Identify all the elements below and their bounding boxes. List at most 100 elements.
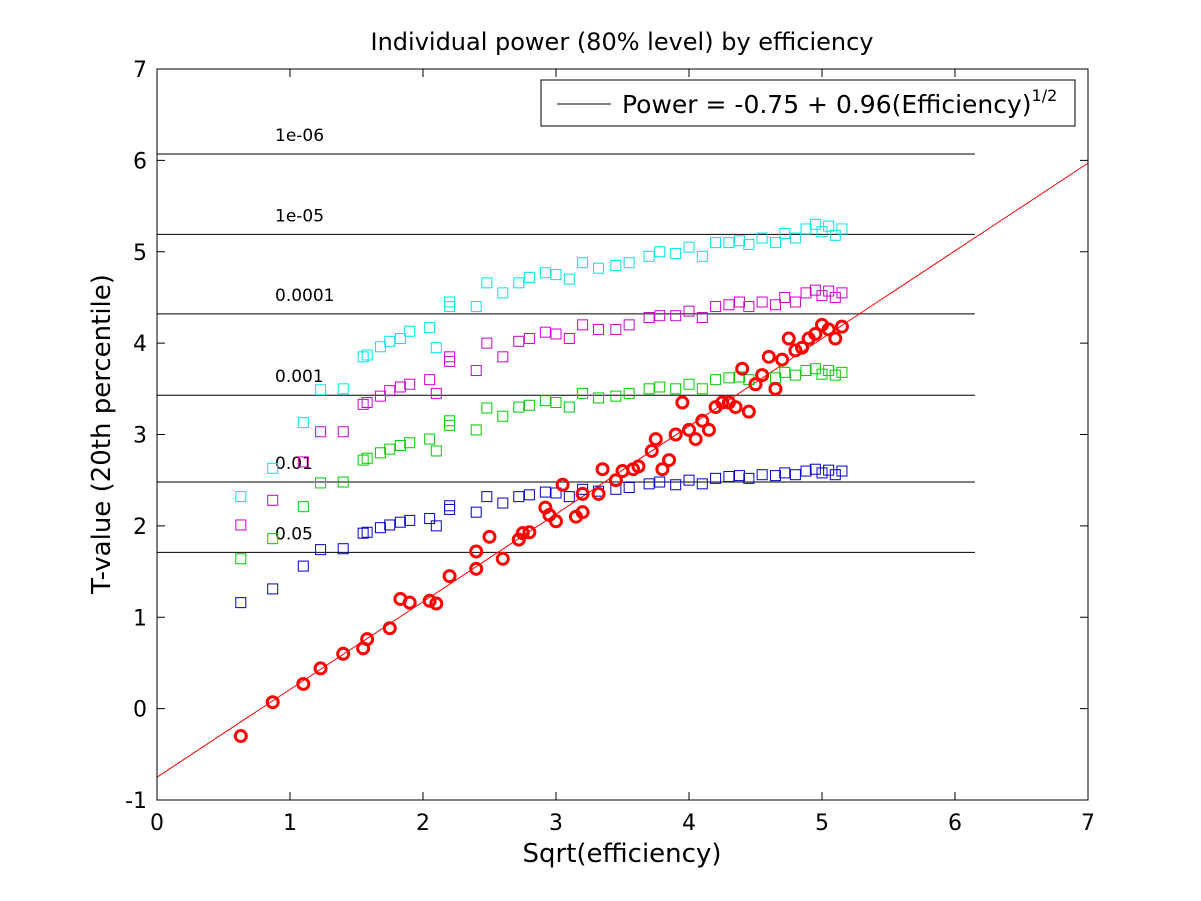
data-point [361,397,373,409]
legend-label: Power = -0.75 + 0.96(Efficiency)1/2 [622,86,1057,119]
x-axis-label: Sqrt(efficiency) [523,839,722,869]
data-point [315,384,327,396]
data-point [513,335,525,347]
fit-line [156,162,1089,778]
data-point [610,323,622,335]
data-point [610,259,622,271]
data-point [683,241,695,253]
x-tick-label: 6 [948,811,962,836]
threshold-label: 1e-05 [275,206,324,226]
data-point [337,426,349,438]
data-point [469,561,484,576]
y-axis-label: T-value (20th percentile) [87,274,117,595]
data-point [235,553,247,565]
data-point [710,237,722,249]
x-tick-label: 2 [416,811,430,836]
data-point [789,369,801,381]
data-point [623,387,635,399]
data-point [675,395,690,410]
data-point [781,331,796,346]
data-point [623,257,635,269]
data-point [728,400,743,415]
y-tick-label: 6 [133,149,147,174]
data-point [384,335,396,347]
chart-title: Individual power (80% level) by efficien… [371,28,874,56]
data-point [654,381,666,393]
data-point [836,366,848,378]
data-point [593,323,605,335]
data-point [563,333,575,345]
data-point [670,479,682,491]
data-point [336,646,351,661]
data-point [233,729,248,744]
data-point [623,319,635,331]
data-point [654,246,666,258]
data-point [481,491,493,503]
data-point [577,257,589,269]
data-point [710,301,722,313]
data-point [779,467,791,479]
threshold-label: 0.01 [275,454,313,474]
y-tick-label: 4 [133,332,147,357]
data-point [444,503,456,515]
data-point [296,676,311,691]
data-point [523,271,535,283]
data-point [670,310,682,322]
y-tick-label: 3 [133,424,147,449]
data-point [523,489,535,501]
y-tick-label: 2 [133,515,147,540]
data-point [539,395,551,407]
data-point [402,595,417,610]
data-point [769,299,781,311]
data-series [233,218,849,744]
data-point [374,522,386,534]
data-point [563,273,575,285]
data-point [761,349,776,364]
data-point [836,465,848,477]
data-point [444,419,456,431]
data-point [696,478,708,490]
data-point [809,218,821,230]
data-point [497,497,509,509]
data-point [696,250,708,262]
data-point [267,462,279,474]
data-point [743,472,755,484]
threshold-label: 1e-06 [275,126,324,146]
data-point [701,422,716,437]
data-point [715,395,730,410]
data-point [550,487,562,499]
data-point [482,529,497,544]
data-point [315,426,327,438]
legend: Power = -0.75 + 0.96(Efficiency)1/2 [540,79,1076,127]
data-point [444,355,456,367]
data-point [800,287,812,299]
data-point [429,596,444,611]
data-point [297,417,309,429]
data-point [575,505,590,520]
data-point [430,520,442,532]
data-point [834,319,849,334]
data-point [361,349,373,361]
data-point [550,269,562,281]
data-point [836,287,848,299]
legend-label-superscript: 1/2 [1032,86,1058,105]
data-point [593,392,605,404]
data-point [357,454,369,466]
data-point [404,437,416,449]
data-point [816,368,828,380]
data-point [563,401,575,413]
data-point [710,374,722,386]
data-point [430,342,442,354]
data-point [337,543,349,555]
data-point [696,383,708,395]
data-point [610,390,622,402]
data-point [789,232,801,244]
data-point [470,424,482,436]
data-point [662,453,677,468]
data-point [823,220,835,232]
data-point [470,365,482,377]
data-point [550,328,562,340]
data-point [741,404,756,419]
data-point [469,544,484,559]
